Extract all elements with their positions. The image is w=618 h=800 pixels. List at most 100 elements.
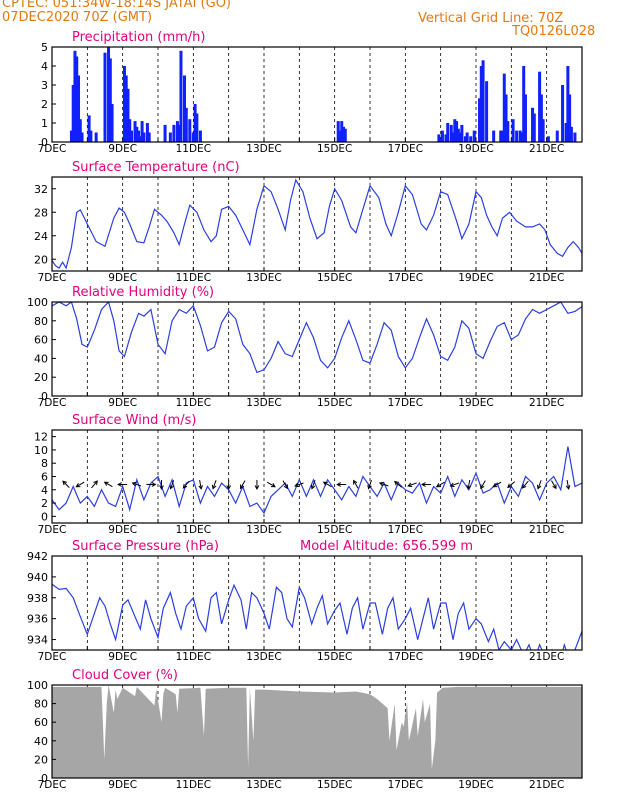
x-tick-label: 21DEC: [529, 143, 564, 155]
precip-bar: [504, 94, 508, 142]
precip-bar: [110, 104, 114, 142]
cloud-cover-title: Cloud Cover (%): [72, 668, 178, 683]
precip-bar: [133, 121, 137, 142]
y-tick-label: 20: [34, 371, 48, 384]
station-header: CPTEC: 051:34W-18:14S JATAI (GO): [2, 0, 231, 11]
precip-bar: [539, 94, 543, 142]
wind-arrow: [492, 481, 502, 488]
precip-bar: [564, 123, 568, 142]
x-tick-label: 11DEC: [176, 779, 211, 791]
y-tick-label: 6: [41, 471, 48, 484]
x-tick-label: 15DEC: [317, 397, 352, 409]
x-tick-label: 19DEC: [458, 143, 493, 155]
x-tick-label: 21DEC: [529, 651, 564, 663]
wind-arrow: [75, 481, 85, 488]
x-tick-label: 17DEC: [388, 272, 423, 284]
precip-bar: [492, 130, 496, 142]
panel-frame: [51, 429, 583, 524]
precip-bar: [518, 130, 522, 142]
wind-arrow: [420, 482, 432, 487]
plot-area: [52, 178, 582, 270]
panel-cloud-cover: 0 20 40 60 80 100 7DEC 9DEC 11DEC 13DEC 15DEC 17DEC…: [27, 668, 583, 791]
precip-bar: [437, 134, 441, 142]
precip-bar: [198, 130, 202, 142]
precip-bar: [444, 134, 448, 142]
precip-bar: [478, 98, 482, 142]
y-tick-label: 12: [34, 431, 48, 444]
x-tick-label: 17DEC: [388, 397, 423, 409]
wind-arrow: [336, 482, 347, 487]
precip-bar: [177, 124, 181, 142]
precip-bar: [78, 119, 82, 142]
wind-arrow: [507, 481, 516, 489]
x-tick-label: 17DEC: [388, 143, 423, 155]
precip-bar: [135, 126, 139, 142]
precip-bar: [460, 124, 464, 142]
x-tick-label: 21DEC: [529, 779, 564, 791]
y-tick-label: 80: [34, 698, 48, 711]
precip-bar: [546, 136, 550, 142]
wind-arrow: [294, 482, 304, 488]
plot-area: [52, 685, 582, 778]
x-tick-label: 13DEC: [246, 397, 281, 409]
precip-bar: [451, 132, 455, 142]
y-tick-label: 100: [27, 679, 48, 692]
precip-bar: [168, 132, 172, 142]
x-tick-label: 11DEC: [176, 397, 211, 409]
x-tick-label: 7DEC: [38, 272, 67, 284]
y-tick-label: 28: [34, 206, 48, 219]
y-tick-label: 24: [34, 230, 48, 243]
y-tick-label: 60: [34, 334, 48, 347]
y-tick-label: 0: [41, 390, 48, 403]
precip-bar: [439, 138, 443, 142]
precip-bar: [469, 136, 473, 142]
precip-bar: [175, 121, 179, 142]
precip-bar: [77, 75, 80, 142]
precip-bar: [566, 66, 570, 142]
wind-arrow: [103, 481, 113, 488]
humidity-line: [52, 302, 582, 374]
precip-bar: [343, 128, 347, 142]
x-tick-label: 13DEC: [246, 143, 281, 155]
y-tick-label: 1: [41, 117, 48, 130]
y-tick-label: 938: [27, 592, 48, 605]
wind-line: [52, 446, 582, 515]
y-tick-label: 934: [27, 634, 48, 647]
y-tick-label: 80: [34, 315, 48, 328]
precip-bar: [569, 126, 573, 142]
precip-bar: [479, 66, 483, 142]
x-tick-label: 19DEC: [458, 272, 493, 284]
x-tick-label: 21DEC: [529, 397, 564, 409]
y-tick-label: 0: [41, 136, 48, 149]
page-header: CPTEC: 051:34W-18:14S JATAI (GO) 07DEC20…: [0, 0, 618, 40]
panel-frame: [51, 555, 583, 651]
plot-area: [52, 583, 582, 650]
x-tick-label: 19DEC: [458, 779, 493, 791]
precip-bar: [515, 130, 519, 142]
x-tick-label: 19DEC: [458, 651, 493, 663]
wind-arrow: [240, 480, 246, 490]
precip-bar: [122, 66, 126, 142]
wind-arrow: [146, 482, 157, 487]
wind-arrow: [211, 480, 217, 490]
y-tick-label: 20: [34, 753, 48, 766]
precip-bar: [340, 121, 344, 142]
wind-arrow: [198, 479, 203, 490]
wind-arrow: [91, 480, 98, 489]
wind-arrow: [565, 479, 571, 490]
x-tick-label: 13DEC: [246, 779, 281, 791]
wind-arrow: [466, 479, 472, 490]
wind-arrow: [254, 479, 260, 491]
grid-note: Vertical Grid Line: 70Z: [418, 11, 564, 26]
precip-bar: [107, 47, 111, 142]
precip-bar: [193, 104, 197, 142]
wind-arrow: [394, 480, 403, 488]
pressure-line: [52, 583, 582, 650]
precip-bar: [499, 130, 503, 142]
x-tick-label: 13DEC: [246, 272, 281, 284]
precip-bar: [130, 130, 133, 142]
precip-bar: [338, 130, 342, 142]
plot-area: [69, 47, 577, 142]
x-tick-label: 7DEC: [38, 143, 67, 155]
precip-bar: [103, 52, 107, 142]
